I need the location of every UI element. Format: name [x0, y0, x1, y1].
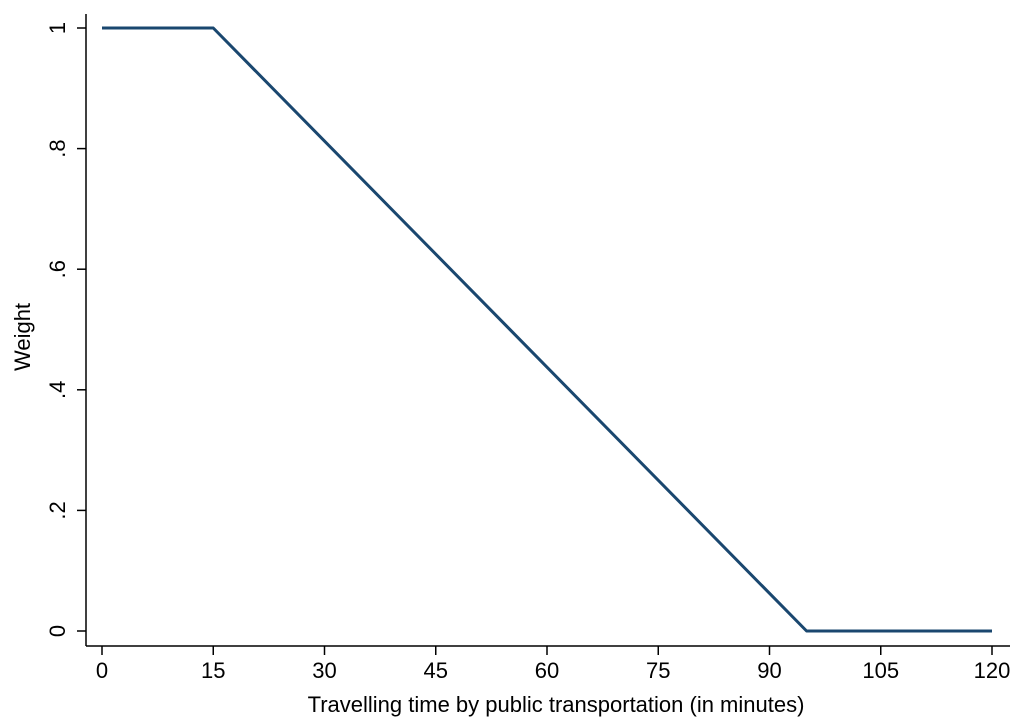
x-tick-label: 90	[757, 658, 781, 683]
series-line	[102, 26, 992, 633]
x-tick-label: 15	[201, 658, 225, 683]
x-tick-label: 45	[424, 658, 448, 683]
plot-area	[102, 26, 992, 633]
x-tick-label: 0	[96, 658, 108, 683]
y-tick-label: 0	[45, 625, 70, 637]
y-tick-label: .2	[45, 501, 70, 519]
y-tick-label: .8	[45, 139, 70, 157]
x-tick-label: 105	[862, 658, 899, 683]
y-tick-label: .4	[45, 381, 70, 399]
y-ticks: 0 .2 .4 .6 .8 1	[45, 22, 86, 637]
x-tick-label: 75	[646, 658, 670, 683]
y-tick-label: .6	[45, 260, 70, 278]
x-ticks: 0 15 30 45 60 75 90 105 120	[96, 646, 1010, 683]
x-tick-label: 30	[312, 658, 336, 683]
y-axis-title: Weight	[10, 303, 35, 371]
x-tick-label: 120	[974, 658, 1011, 683]
x-tick-label: 60	[535, 658, 559, 683]
x-axis-title: Travelling time by public transportation…	[308, 692, 805, 717]
axes: 0 15 30 45 60 75 90 105 120 0 .2 .4 .6 .8 1	[45, 14, 1010, 683]
y-tick-label: 1	[45, 22, 70, 34]
